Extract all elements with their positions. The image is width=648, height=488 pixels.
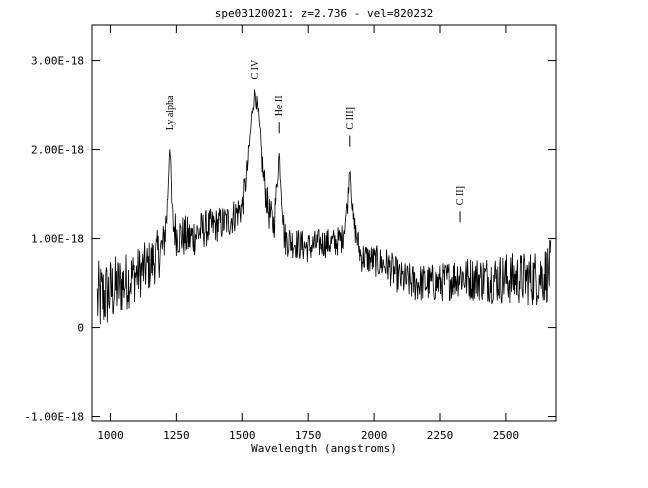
annotation-label: Ly alpha <box>165 95 176 130</box>
x-tick-label: 2000 <box>361 429 388 442</box>
annotation-label: He II <box>274 95 285 116</box>
y-tick-label: 3.00E-18 <box>31 55 84 68</box>
y-tick-label: 0 <box>77 322 84 335</box>
x-tick-label: 1750 <box>295 429 322 442</box>
annotation-label: C IV <box>250 59 261 80</box>
y-tick-label: 2.00E-18 <box>31 144 84 157</box>
chart-title: spe03120021: z=2.736 - vel=820232 <box>215 7 434 20</box>
spectrum-series <box>96 89 552 325</box>
annotation-label: C III] <box>345 107 356 130</box>
annotation-label: C II] <box>455 186 466 205</box>
x-tick-label: 1500 <box>229 429 256 442</box>
x-tick-label: 1000 <box>97 429 124 442</box>
x-tick-label: 1250 <box>163 429 190 442</box>
spectrum-line <box>96 89 552 325</box>
y-tick-label: -1.00E-18 <box>24 411 84 424</box>
line-annotations: Ly alpha C IV He II C III] C II] <box>165 59 466 223</box>
y-tick-label: 1.00E-18 <box>31 233 84 246</box>
x-axis-label: Wavelength (angstroms) <box>251 442 397 455</box>
x-tick-label: 2250 <box>427 429 454 442</box>
axis-ticks: 1000 1250 1500 1750 2000 2250 2500 -1.00E-18 0 1.… <box>24 25 556 442</box>
plot-frame <box>91 24 557 422</box>
x-tick-label: 2500 <box>493 429 520 442</box>
